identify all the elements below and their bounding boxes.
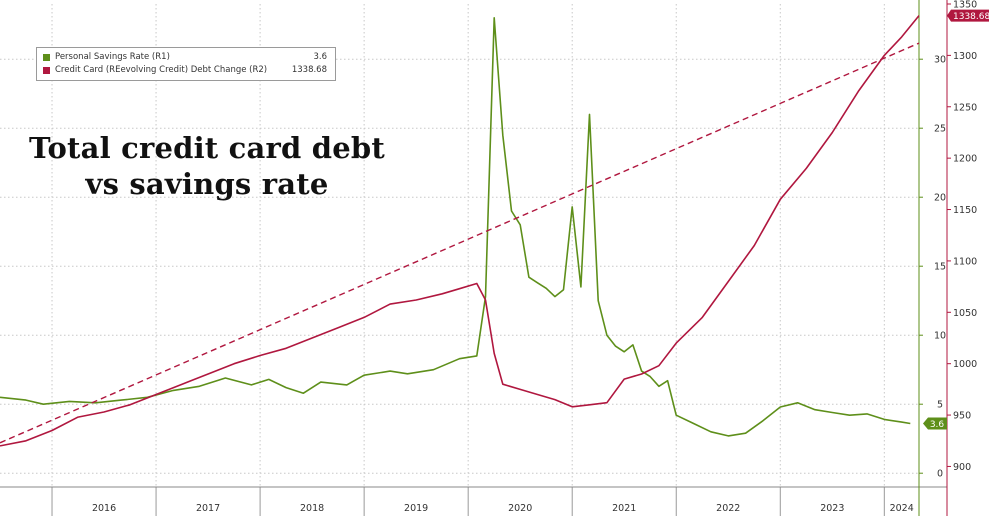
x-tick-label-2018: 2018 [300, 503, 324, 514]
left-tick-label-5: 5 [937, 400, 943, 411]
left-tick-label-0: 0 [937, 469, 943, 480]
right-tick-label-1200: 1200 [953, 154, 977, 165]
legend-value-savings-rate: 3.6 [313, 52, 327, 62]
series-line-credit-card [0, 15, 920, 447]
x-tick-label-2021: 2021 [612, 503, 636, 514]
right-tick-label-1000: 1000 [953, 359, 977, 370]
left-tick-label-20: 20 [934, 193, 946, 204]
left-tick-label-30: 30 [934, 55, 946, 66]
last-value-tag-credit-card [947, 9, 989, 22]
left-tick-label-10: 10 [934, 331, 946, 342]
series-line-trend [0, 42, 920, 444]
x-tick-label-2023: 2023 [820, 503, 844, 514]
right-tick-label-1250: 1250 [953, 102, 977, 113]
x-tick-label-2017: 2017 [196, 503, 220, 514]
right-tick-label-1300: 1300 [953, 51, 977, 62]
right-tick-label-900: 900 [953, 462, 971, 473]
x-tick-label-2024: 2024 [890, 503, 914, 514]
legend-swatch-savings-rate [43, 54, 50, 61]
right-tick-label-950: 950 [953, 411, 971, 422]
legend-label-savings-rate: Personal Savings Rate (R1) [55, 52, 170, 62]
legend-value-credit-card: 1338.68 [291, 65, 327, 75]
right-tick-label-1350: 1350 [953, 0, 977, 11]
x-tick-label-2022: 2022 [716, 503, 740, 514]
legend-item-credit-card: Credit Card (REevolving Credit) Debt Cha… [43, 64, 331, 76]
x-tick-label-2020: 2020 [508, 503, 532, 514]
left-tick-label-15: 15 [934, 262, 946, 273]
last-value-label-credit-card: 1338.68 [953, 12, 989, 22]
legend: Personal Savings Rate (R1) 3.6 Credit Ca… [36, 47, 336, 81]
series-line-savings-rate [0, 17, 911, 437]
right-tick-label-1100: 1100 [953, 256, 977, 267]
left-tick-label-25: 25 [934, 124, 946, 135]
last-value-tag-savings-rate [923, 417, 947, 430]
right-tick-label-1050: 1050 [953, 308, 977, 319]
legend-label-credit-card: Credit Card (REevolving Credit) Debt Cha… [55, 65, 268, 75]
legend-swatch-credit-card [43, 67, 50, 74]
x-tick-label-2019: 2019 [404, 503, 428, 514]
last-value-label-savings-rate: 3.6 [930, 420, 945, 430]
right-tick-label-1150: 1150 [953, 205, 977, 216]
x-tick-label-2016: 2016 [92, 503, 116, 514]
legend-item-savings-rate: Personal Savings Rate (R1) 3.6 [43, 51, 331, 63]
chart-title: Total credit card debt vs savings rate [29, 131, 385, 201]
